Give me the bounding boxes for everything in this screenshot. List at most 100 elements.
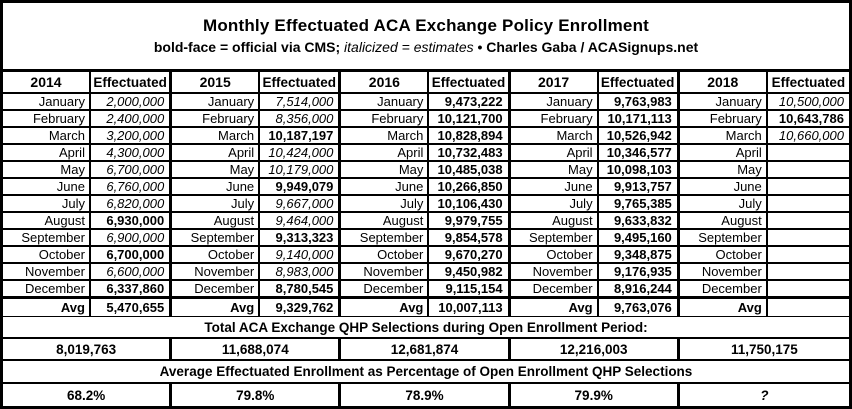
value-cell: 10,424,000 [260, 145, 342, 162]
value-cell: 9,979,755 [429, 213, 511, 230]
value-cell: 10,098,103 [598, 162, 680, 179]
month-cell: January [510, 94, 599, 111]
avg-label: Avg [510, 298, 599, 316]
month-cell: May [3, 162, 91, 179]
total-qhp-cell: 12,216,003 [510, 339, 680, 361]
total-qhp-cell: 12,681,874 [341, 339, 511, 361]
month-cell: February [172, 111, 261, 128]
value-cell: 9,115,154 [429, 281, 511, 298]
value-cell: 10,500,000 [767, 94, 849, 111]
month-cell: April [679, 145, 768, 162]
month-cell: October [172, 247, 261, 264]
value-cell: 6,700,000 [90, 162, 173, 179]
month-cell: November [510, 264, 599, 281]
value-cell [767, 162, 849, 179]
value-cell: 9,913,757 [598, 179, 680, 196]
value-cell: 9,495,160 [598, 230, 680, 247]
month-cell: January [172, 94, 261, 111]
month-cell: June [341, 179, 430, 196]
title-block: Monthly Effectuated ACA Exchange Policy … [3, 3, 849, 69]
value-cell: 8,780,545 [260, 281, 342, 298]
month-cell: October [3, 247, 91, 264]
month-cell: May [172, 162, 261, 179]
subtitle: bold-face = official via CMS; italicized… [154, 39, 698, 55]
value-cell: 10,121,700 [429, 111, 511, 128]
value-cell: 9,854,578 [429, 230, 511, 247]
month-cell: November [3, 264, 91, 281]
total-qhp-cell: 11,750,175 [679, 339, 849, 361]
month-cell: July [679, 196, 768, 213]
month-cell: January [679, 94, 768, 111]
month-cell: June [172, 179, 261, 196]
value-cell: 7,514,000 [260, 94, 342, 111]
value-cell: 8,916,244 [598, 281, 680, 298]
value-cell: 8,356,000 [260, 111, 342, 128]
page-title: Monthly Effectuated ACA Exchange Policy … [202, 16, 650, 35]
value-cell [767, 196, 849, 213]
month-cell: November [172, 264, 261, 281]
value-cell: 6,820,000 [90, 196, 173, 213]
value-cell: 8,983,000 [260, 264, 342, 281]
effectuated-header: Effectuated [598, 72, 680, 94]
month-cell: October [341, 247, 430, 264]
month-cell: December [172, 281, 261, 298]
value-cell [767, 213, 849, 230]
value-cell: 10,171,113 [598, 111, 680, 128]
month-cell: July [3, 196, 91, 213]
subtitle-bold-left: bold-face = official via CMS; [153, 39, 345, 55]
effectuated-header: Effectuated [429, 72, 511, 94]
year-header-2015: 2015 [172, 72, 261, 94]
value-cell: 10,643,786 [767, 111, 849, 128]
month-cell: March [3, 128, 91, 145]
month-cell: February [679, 111, 768, 128]
value-cell: 9,473,222 [429, 94, 511, 111]
month-cell: May [679, 162, 768, 179]
month-cell: June [510, 179, 599, 196]
value-cell: 2,000,000 [90, 94, 173, 111]
month-cell: October [679, 247, 768, 264]
avg-value-cell: 9,329,762 [260, 298, 342, 316]
month-cell: August [679, 213, 768, 230]
month-cell: August [510, 213, 599, 230]
value-cell: 10,179,000 [260, 162, 342, 179]
value-cell: 10,106,430 [429, 196, 511, 213]
value-cell: 9,670,270 [429, 247, 511, 264]
month-cell: August [3, 213, 91, 230]
month-cell: November [341, 264, 430, 281]
percent-cell: ? [679, 384, 849, 406]
month-cell: December [3, 281, 91, 298]
month-cell: March [341, 128, 430, 145]
month-cell: September [679, 230, 768, 247]
totals-section-heading: Total ACA Exchange QHP Selections during… [3, 316, 849, 339]
month-cell: September [341, 230, 430, 247]
month-cell: March [510, 128, 599, 145]
value-cell: 10,266,850 [429, 179, 511, 196]
avg-value-cell [767, 298, 849, 316]
month-cell: August [172, 213, 261, 230]
effectuated-header: Effectuated [260, 72, 342, 94]
avg-value-cell: 9,763,076 [598, 298, 680, 316]
month-cell: December [341, 281, 430, 298]
subtitle-attribution: • Charles Gaba / ACASignups.net [473, 39, 699, 55]
value-cell: 9,763,983 [598, 94, 680, 111]
month-cell: March [172, 128, 261, 145]
value-cell: 2,400,000 [90, 111, 173, 128]
month-cell: May [341, 162, 430, 179]
month-cell: April [510, 145, 599, 162]
month-cell: October [510, 247, 599, 264]
month-cell: February [341, 111, 430, 128]
value-cell: 3,200,000 [90, 128, 173, 145]
month-cell: April [3, 145, 91, 162]
value-cell: 10,187,197 [260, 128, 342, 145]
value-cell [767, 264, 849, 281]
percent-cell: 68.2% [3, 384, 173, 406]
value-cell: 10,346,577 [598, 145, 680, 162]
month-cell: May [510, 162, 599, 179]
value-cell: 9,348,875 [598, 247, 680, 264]
value-cell [767, 230, 849, 247]
month-cell: September [172, 230, 261, 247]
totals-row: 8,019,763 11,688,074 12,681,874 12,216,003 1… [3, 339, 849, 361]
month-cell: November [679, 264, 768, 281]
value-cell: 6,700,000 [90, 247, 173, 264]
value-cell: 6,900,000 [90, 230, 173, 247]
